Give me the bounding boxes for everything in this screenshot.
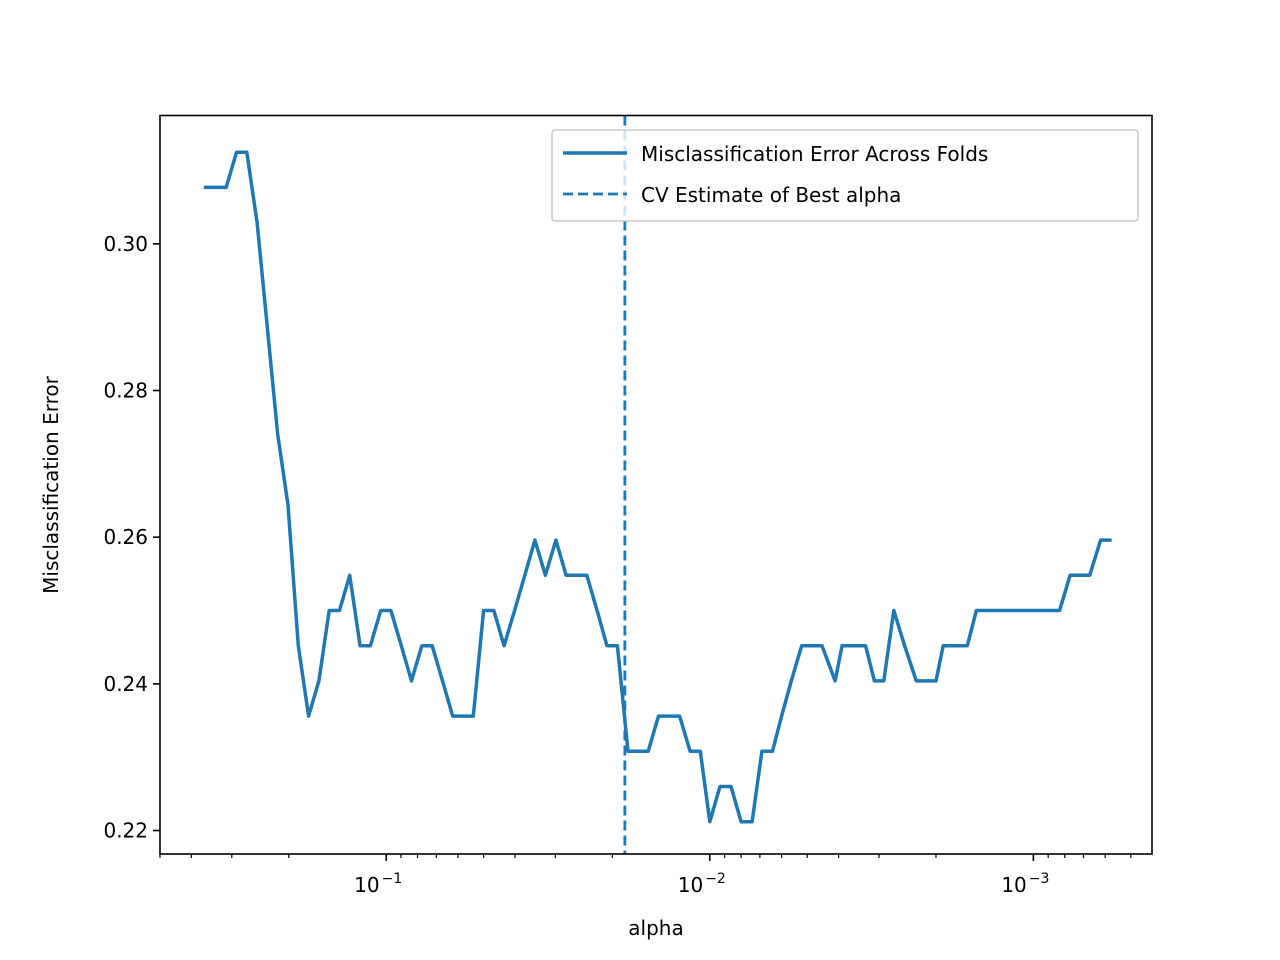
legend-box xyxy=(551,129,1139,222)
y-tick-label: 0.28 xyxy=(103,379,148,403)
y-tick-label: 0.22 xyxy=(103,819,148,843)
series-line-misclassification-error xyxy=(203,150,1112,824)
x-tick-label: 10 −2 xyxy=(678,871,726,897)
legend-label-best-alpha: CV Estimate of Best alpha xyxy=(641,183,901,207)
y-tick-label: 0.30 xyxy=(103,232,148,256)
y-tick-label: 0.24 xyxy=(103,672,148,696)
plot-area xyxy=(203,115,1112,854)
x-axis-label: alpha xyxy=(628,916,683,940)
axes-frame xyxy=(159,114,1153,855)
x-tick-label: 10 −3 xyxy=(1001,871,1049,897)
legend: Misclassification Error Across Folds CV … xyxy=(551,129,1139,222)
legend-label-error: Misclassification Error Across Folds xyxy=(641,142,988,166)
y-tick-label: 0.26 xyxy=(103,525,148,549)
y-axis-label: Misclassification Error xyxy=(39,375,63,593)
